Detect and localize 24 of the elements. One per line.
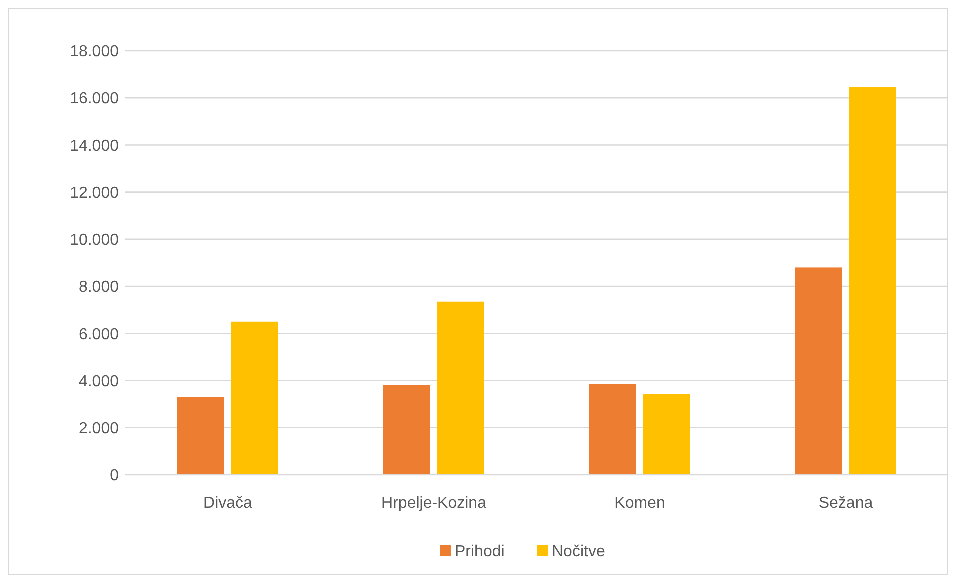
y-tick-label: 4.000 <box>78 373 120 390</box>
bar <box>384 385 430 475</box>
x-tick-label: Divača <box>204 495 253 512</box>
bar <box>796 268 842 475</box>
y-tick-label: 6.000 <box>78 326 120 344</box>
y-tick-label: 14.000 <box>70 138 120 155</box>
y-tick-label: 8.000 <box>78 279 120 296</box>
bar <box>438 302 484 475</box>
y-tick-label: 18.000 <box>70 44 120 61</box>
bar <box>850 88 896 475</box>
x-tick-label: Komen <box>614 495 666 512</box>
legend-label: Prihodi <box>455 544 505 561</box>
y-tick-label: 0 <box>110 468 120 485</box>
y-tick-label: 10.000 <box>70 232 120 250</box>
y-tick-label: 16.000 <box>70 90 120 108</box>
legend-label: Nočitve <box>552 544 606 561</box>
x-tick-label: Sežana <box>818 495 874 512</box>
bar <box>178 397 224 475</box>
x-tick-label: Hrpelje-Kozina <box>382 495 487 512</box>
y-tick-label: 2.000 <box>78 420 120 438</box>
bar <box>590 384 636 475</box>
bar <box>232 322 278 475</box>
y-tick-label: 12.000 <box>70 184 120 202</box>
bar <box>644 394 690 475</box>
